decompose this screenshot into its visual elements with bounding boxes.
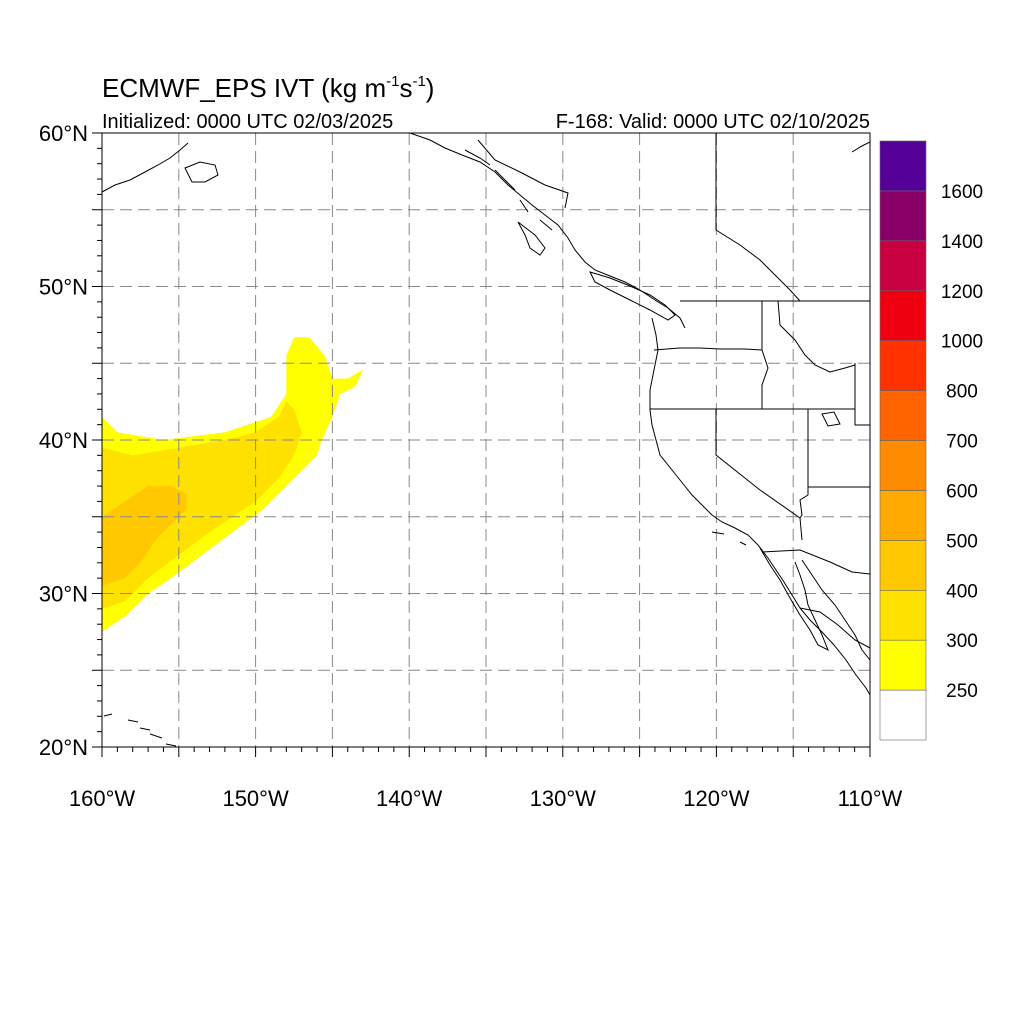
colorbar-box bbox=[879, 689, 927, 741]
kodiak-island bbox=[184, 161, 219, 183]
nv-az-border bbox=[799, 494, 809, 519]
colorbar-label: 1400 bbox=[941, 232, 983, 253]
colorbar-label: 1000 bbox=[941, 332, 983, 353]
sonora-border bbox=[799, 607, 870, 649]
initialized-label: Initialized: 0000 UTC 02/03/2025 bbox=[102, 111, 393, 133]
colorbar-box bbox=[879, 190, 927, 242]
hawaii-islands bbox=[103, 713, 177, 747]
colorbar-box bbox=[879, 440, 927, 491]
lon-label: 140°W bbox=[376, 786, 443, 811]
colorbar-box bbox=[879, 540, 927, 591]
gulf-california-east bbox=[801, 559, 870, 661]
great-salt-lake bbox=[821, 411, 841, 427]
colorbar-label: 1600 bbox=[941, 182, 983, 203]
id-mt-border bbox=[777, 300, 856, 373]
channel-islands bbox=[711, 531, 747, 546]
haida-gwaii bbox=[517, 221, 546, 256]
alaska-bc-border bbox=[477, 139, 569, 209]
colorbar-box bbox=[879, 390, 927, 441]
colorbar-box bbox=[879, 140, 927, 192]
longitude-labels: 160°W 150°W 140°W 130°W 120°W 110°W bbox=[69, 786, 903, 811]
axis-ticks bbox=[92, 132, 871, 757]
colorbar-label: 1200 bbox=[941, 282, 983, 303]
lon-label: 150°W bbox=[222, 786, 289, 811]
ca-nv-border bbox=[715, 409, 803, 541]
lat-label: 40°N bbox=[39, 428, 88, 453]
lat-label: 60°N bbox=[39, 121, 88, 146]
lat-label: 30°N bbox=[39, 582, 88, 607]
lat-label: 50°N bbox=[39, 275, 88, 300]
us-west-coastline bbox=[649, 317, 870, 696]
colorbar-box bbox=[879, 490, 927, 541]
baja-california bbox=[759, 547, 829, 652]
map-title: ECMWF_EPS IVT (kg m-1s-1) bbox=[102, 73, 434, 103]
ivt-shaded-fields bbox=[102, 337, 364, 632]
colorbar-box bbox=[879, 290, 927, 341]
colorbar-label: 300 bbox=[946, 631, 978, 652]
alaska-bc-coastline bbox=[409, 133, 686, 329]
us-mexico-border bbox=[761, 549, 870, 575]
state-boundaries bbox=[477, 133, 870, 649]
colorbar-box bbox=[879, 589, 927, 641]
valid-time-label: F-168: Valid: 0000 UTC 02/10/2025 bbox=[556, 111, 870, 133]
wa-or-border bbox=[653, 347, 763, 351]
or-id-border bbox=[761, 349, 769, 409]
bc-ab-border bbox=[715, 133, 801, 302]
lat-label: 20°N bbox=[39, 735, 88, 760]
ivt-field-400 bbox=[102, 486, 187, 586]
colorbar: 250 300 400 500 600 700 800 1000 1200 1400 1600 bbox=[879, 140, 983, 741]
lon-label: 120°W bbox=[683, 786, 750, 811]
arctic-coast bbox=[851, 141, 870, 153]
colorbar-label: 500 bbox=[946, 531, 978, 552]
colorbar-box bbox=[879, 639, 927, 691]
colorbar-box bbox=[879, 240, 927, 292]
alaska-islands-1 bbox=[464, 149, 553, 231]
colorbar-label: 250 bbox=[946, 681, 978, 702]
lon-label: 110°W bbox=[838, 786, 903, 811]
colorbar-label: 400 bbox=[946, 581, 978, 602]
coastlines-and-borders bbox=[102, 133, 870, 747]
lon-label: 160°W bbox=[69, 786, 136, 811]
vancouver-island bbox=[589, 271, 676, 321]
latitude-labels: 60°N 50°N 40°N 30°N 20°N bbox=[39, 121, 88, 760]
colorbar-box bbox=[879, 340, 927, 391]
ut-wy-border bbox=[808, 408, 870, 426]
alaska-peninsula bbox=[102, 142, 189, 193]
lon-label: 130°W bbox=[530, 786, 597, 811]
colorbar-label: 600 bbox=[946, 481, 978, 502]
lat-lon-grid bbox=[102, 133, 870, 747]
ivt-field-300 bbox=[102, 401, 302, 609]
colorbar-label: 800 bbox=[946, 382, 978, 403]
colorbar-label: 700 bbox=[946, 432, 978, 453]
